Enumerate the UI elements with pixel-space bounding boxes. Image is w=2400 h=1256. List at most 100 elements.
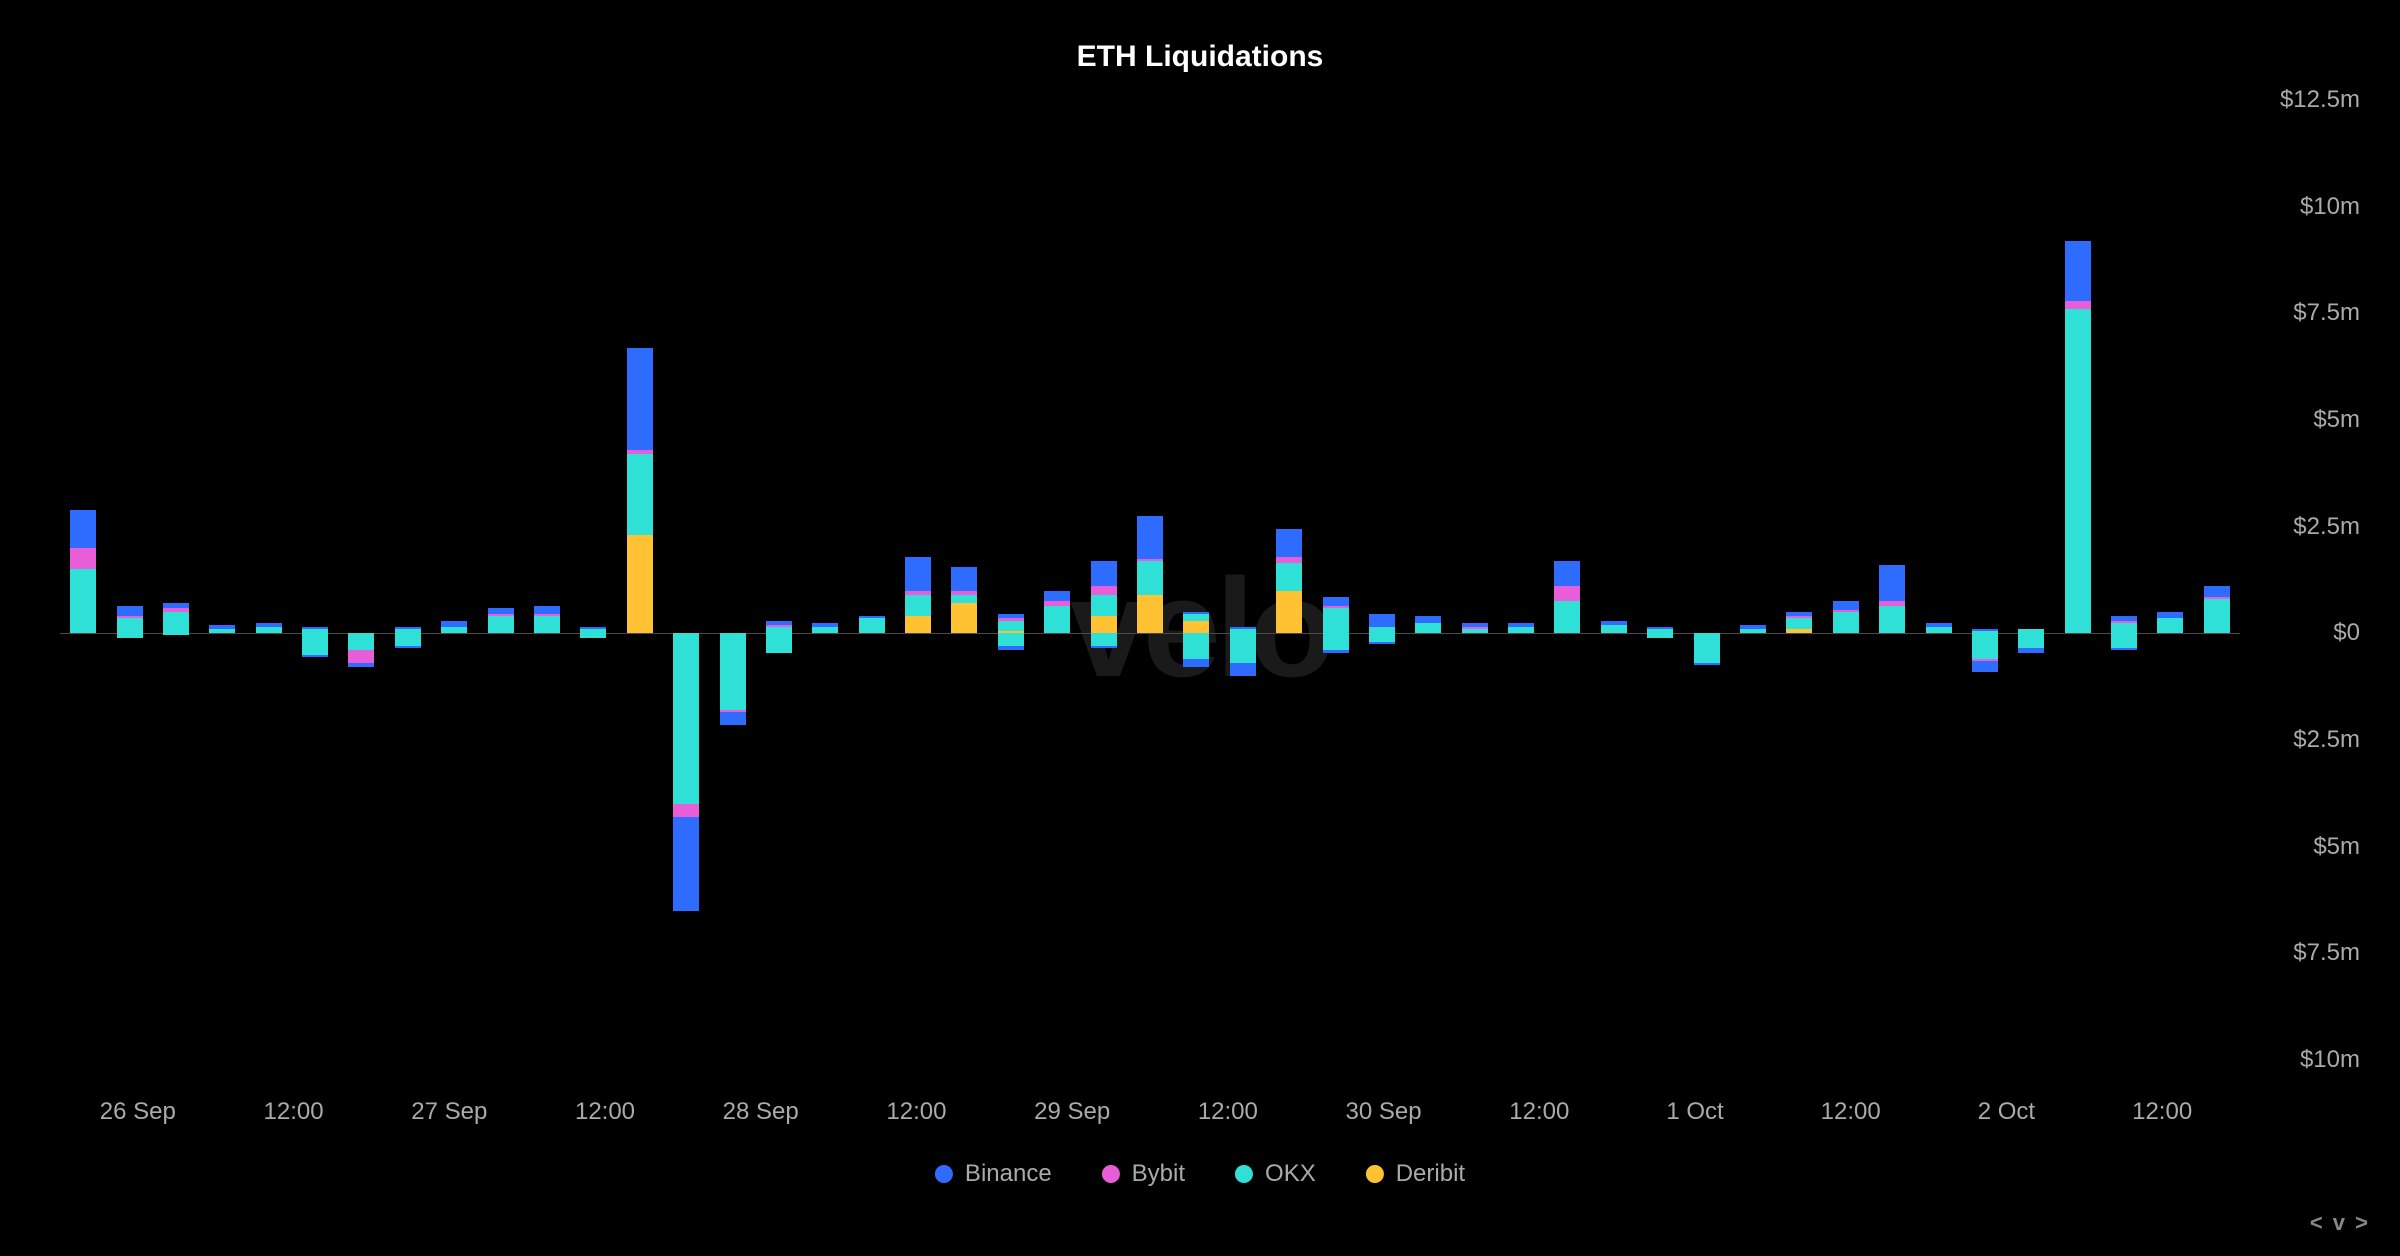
y-axis-label: $10m bbox=[2300, 1046, 2360, 1074]
x-axis-label: 12:00 bbox=[886, 1098, 946, 1126]
bar-segment-binance bbox=[627, 348, 653, 450]
chart-legend: Binance Bybit OKX Deribit bbox=[935, 1160, 1465, 1188]
bar-positive bbox=[1740, 625, 1766, 634]
bar-segment-okx bbox=[1879, 606, 1905, 634]
bar-negative bbox=[1230, 633, 1256, 676]
bar-negative bbox=[1369, 633, 1395, 644]
bar-segment-binance bbox=[534, 606, 560, 615]
bar-segment-binance bbox=[2018, 648, 2044, 652]
x-axis-label: 28 Sep bbox=[723, 1098, 799, 1126]
bar-segment-okx bbox=[2157, 618, 2183, 633]
bar-positive bbox=[1508, 623, 1534, 634]
bar-negative bbox=[1972, 633, 1998, 671]
x-axis-label: 12:00 bbox=[1198, 1098, 1258, 1126]
bar-positive bbox=[2204, 586, 2230, 633]
bar-segment-okx bbox=[1601, 625, 1627, 634]
bar-negative bbox=[1091, 633, 1117, 648]
bar-segment-binance bbox=[1276, 529, 1302, 557]
bar-positive bbox=[1879, 565, 1905, 633]
bar-segment-okx bbox=[163, 612, 189, 633]
x-axis-label: 12:00 bbox=[2132, 1098, 2192, 1126]
bar-positive bbox=[1554, 561, 1580, 634]
bar-segment-okx bbox=[163, 633, 189, 635]
plot-area bbox=[60, 100, 2240, 1060]
bar-segment-deribit bbox=[1786, 629, 1812, 633]
bar-negative bbox=[1323, 633, 1349, 652]
bar-segment-okx bbox=[766, 633, 792, 652]
bar-segment-bybit bbox=[70, 548, 96, 569]
bar-segment-deribit bbox=[627, 535, 653, 633]
bar-positive bbox=[859, 616, 885, 633]
bar-segment-binance bbox=[2111, 648, 2137, 650]
bar-negative bbox=[998, 633, 1024, 650]
y-axis-label: $5m bbox=[2313, 833, 2360, 861]
bar-segment-deribit bbox=[951, 603, 977, 633]
bar-positive bbox=[1044, 591, 1070, 634]
bar-segment-okx bbox=[302, 633, 328, 654]
bar-segment-okx bbox=[70, 569, 96, 633]
y-axis-label: $7.5m bbox=[2293, 939, 2360, 967]
bar-segment-okx bbox=[720, 633, 746, 710]
bar-segment-binance bbox=[2065, 241, 2091, 301]
bar-segment-okx bbox=[1926, 627, 1952, 633]
bar-positive bbox=[627, 348, 653, 634]
bar-positive bbox=[1462, 623, 1488, 634]
bar-segment-bybit bbox=[1554, 586, 1580, 601]
bar-segment-okx bbox=[1740, 629, 1766, 633]
bar-segment-okx bbox=[117, 618, 143, 633]
bar-segment-binance bbox=[1833, 601, 1859, 610]
bar-segment-deribit bbox=[1137, 595, 1163, 633]
bar-segment-deribit bbox=[1091, 616, 1117, 633]
bar-segment-okx bbox=[1323, 633, 1349, 650]
bar-segment-okx bbox=[534, 616, 560, 633]
bar-segment-okx bbox=[1833, 612, 1859, 633]
bar-segment-binance bbox=[395, 646, 421, 648]
bar-segment-binance bbox=[1323, 597, 1349, 606]
chart-title: ETH Liquidations bbox=[1077, 40, 1324, 74]
bar-positive bbox=[70, 510, 96, 634]
bar-segment-binance bbox=[1879, 565, 1905, 601]
bar-segment-binance bbox=[1091, 646, 1117, 648]
bar-segment-okx bbox=[1276, 563, 1302, 591]
x-axis-label: 12:00 bbox=[264, 1098, 324, 1126]
bar-negative bbox=[1183, 633, 1209, 667]
y-axis-label: $2.5m bbox=[2293, 513, 2360, 541]
bar-segment-binance bbox=[1554, 561, 1580, 587]
bar-segment-okx bbox=[209, 629, 235, 633]
bar-positive bbox=[2065, 241, 2091, 634]
bar-positive bbox=[534, 606, 560, 634]
bar-segment-okx bbox=[673, 633, 699, 804]
bar-segment-binance bbox=[2204, 586, 2230, 597]
x-axis-label: 26 Sep bbox=[100, 1098, 176, 1126]
bar-positive bbox=[1137, 516, 1163, 633]
bar-positive bbox=[2157, 612, 2183, 633]
bar-segment-binance bbox=[1369, 642, 1395, 644]
bar-segment-okx bbox=[2065, 309, 2091, 633]
bar-segment-okx bbox=[859, 618, 885, 633]
bar-positive bbox=[256, 623, 282, 634]
bar-negative bbox=[580, 633, 606, 637]
bar-positive bbox=[1601, 621, 1627, 634]
bar-segment-okx bbox=[905, 595, 931, 616]
bar-segment-binance bbox=[673, 817, 699, 911]
bar-positive bbox=[951, 567, 977, 633]
bar-negative bbox=[1647, 633, 1673, 637]
bar-segment-binance bbox=[348, 663, 374, 667]
bar-negative bbox=[117, 633, 143, 637]
legend-item-okx[interactable]: OKX bbox=[1235, 1160, 1316, 1188]
x-axis-label: 1 Oct bbox=[1666, 1098, 1723, 1126]
legend-item-binance[interactable]: Binance bbox=[935, 1160, 1052, 1188]
bar-segment-okx bbox=[1694, 633, 1720, 663]
bar-negative bbox=[2018, 633, 2044, 652]
bar-segment-deribit bbox=[1183, 621, 1209, 634]
bar-segment-okx bbox=[1369, 633, 1395, 642]
legend-item-bybit[interactable]: Bybit bbox=[1102, 1160, 1185, 1188]
x-axis-label: 29 Sep bbox=[1034, 1098, 1110, 1126]
bar-segment-okx bbox=[348, 633, 374, 650]
bar-segment-binance bbox=[998, 646, 1024, 650]
legend-item-deribit[interactable]: Deribit bbox=[1366, 1160, 1465, 1188]
x-axis-label: 12:00 bbox=[1821, 1098, 1881, 1126]
bar-positive bbox=[1786, 612, 1812, 633]
bar-negative bbox=[395, 633, 421, 648]
x-axis-label: 12:00 bbox=[1509, 1098, 1569, 1126]
